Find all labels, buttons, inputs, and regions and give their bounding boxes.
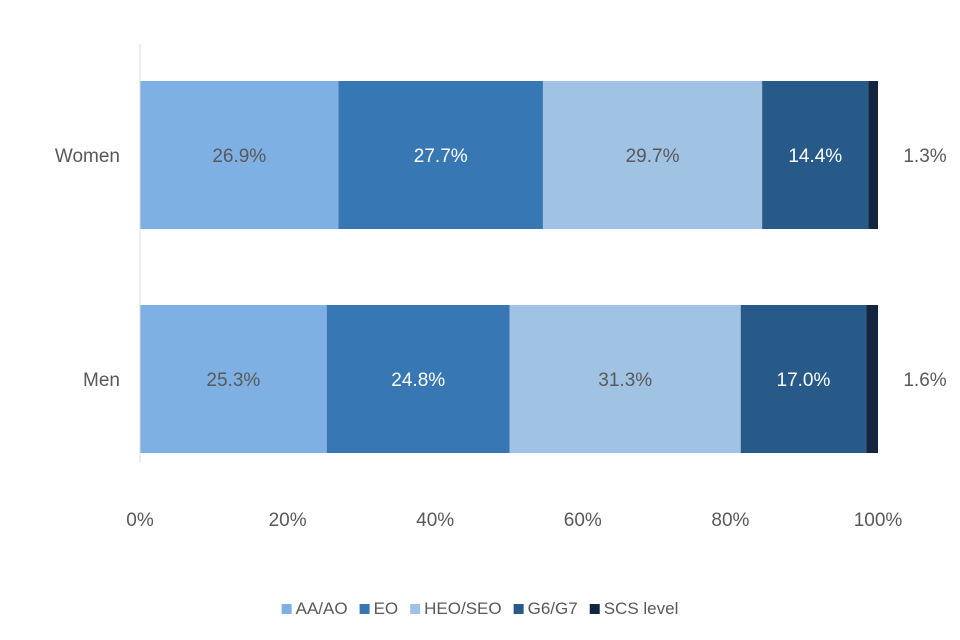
data-label-women-eo: 27.7% [414, 146, 468, 167]
axis-group: Women Men 0% 20% 40% 60% 80% 100% [55, 44, 903, 531]
data-label-women-aa-ao: 26.9% [212, 146, 266, 167]
bar-men-g6-g7 [740, 305, 867, 453]
bar-women-eo [338, 81, 543, 229]
legend-item-heo-seo: HEO/SEO [410, 599, 502, 618]
category-label-women: Women [55, 146, 120, 167]
data-label-men-eo: 24.8% [391, 370, 445, 391]
bar-women-scs-level [868, 81, 878, 229]
data-label-women-g6-g7: 14.4% [788, 146, 842, 167]
legend-item-g6-g7: G6/G7 [513, 599, 578, 618]
x-tick-label: 100% [854, 510, 903, 531]
legend-swatch [281, 604, 292, 614]
data-label-men-g6-g7: 17.0% [777, 370, 831, 391]
legend-item-scs-level: SCS level [589, 599, 679, 618]
bar-men-aa-ao [140, 305, 327, 453]
category-label-men: Men [83, 370, 120, 391]
legend-swatch [359, 604, 370, 614]
bar-men-eo [326, 305, 510, 453]
legend-label: HEO/SEO [424, 599, 501, 618]
bars-group: 26.9% 27.7% 29.7% 14.4% 1.3% 25.3% 24.8% 31.3% 1… [140, 81, 947, 453]
x-tick-label: 20% [269, 510, 307, 531]
data-label-women-heo-seo: 29.7% [626, 146, 680, 167]
x-tick-label: 60% [564, 510, 602, 531]
x-tick-label: 80% [711, 510, 749, 531]
bar-women-g6-g7 [762, 81, 869, 229]
bar-women-aa-ao [140, 81, 339, 229]
legend-item-eo: EO [359, 599, 399, 618]
data-label-men-aa-ao: 25.3% [206, 370, 260, 391]
x-tick-label: 0% [126, 510, 154, 531]
data-label-men-heo-seo: 31.3% [598, 370, 652, 391]
legend-swatch [589, 604, 600, 614]
data-label-men-scs-level: 1.6% [903, 370, 946, 391]
bar-women-heo-seo [542, 81, 763, 229]
legend-swatch [410, 604, 421, 614]
legend-label: SCS level [604, 599, 679, 618]
legend-label: AA/AO [296, 599, 348, 618]
legend: AA/AO EO HEO/SEO G6/G7 SCS level [281, 599, 679, 618]
bar-men-scs-level [866, 305, 878, 453]
x-tick-label: 40% [416, 510, 454, 531]
legend-item-aa-ao: AA/AO [281, 599, 348, 618]
legend-swatch [513, 604, 524, 614]
data-label-women-scs-level: 1.3% [903, 146, 946, 167]
bar-men-heo-seo [509, 305, 741, 453]
legend-label: G6/G7 [528, 599, 578, 618]
legend-label: EO [374, 599, 399, 618]
